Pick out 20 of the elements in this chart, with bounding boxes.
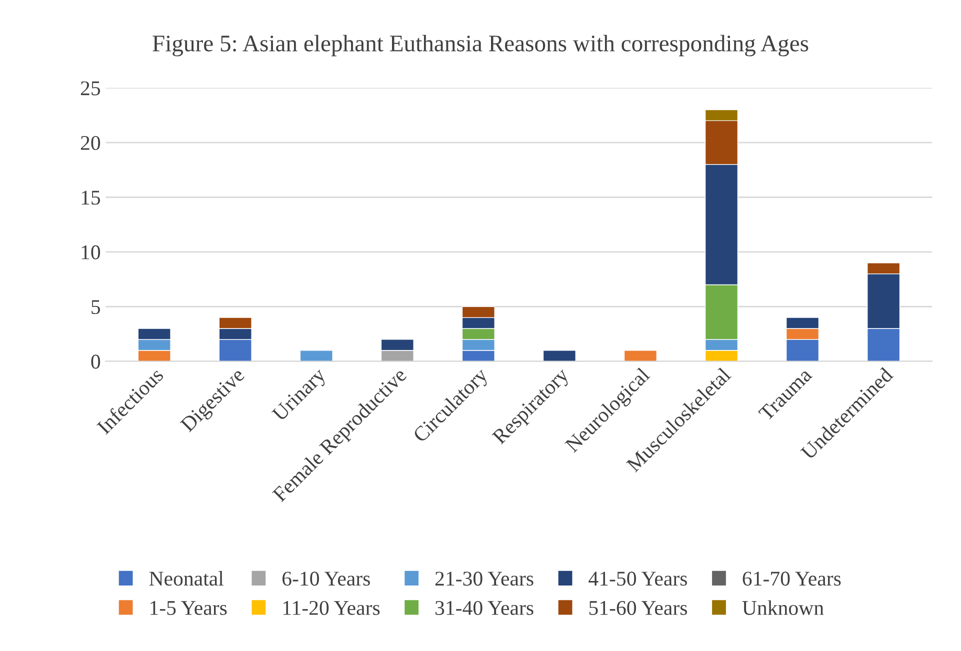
- y-tick-label: 10: [82, 245, 100, 260]
- legend-label: 1-5 Years: [150, 601, 227, 615]
- legend-label: 41-50 Years: [588, 572, 687, 586]
- bar: [300, 350, 333, 362]
- legend-label: Neonatal: [149, 571, 224, 586]
- y-tick-label: 0: [91, 354, 100, 369]
- y-tick-label: 25: [80, 81, 100, 96]
- legend-label: 31-40 Years: [436, 600, 534, 615]
- bar: [624, 350, 658, 362]
- bar: [542, 350, 576, 362]
- y-tick-label: 15: [82, 190, 100, 205]
- y-tick-label: 20: [80, 136, 100, 150]
- legend-label: 6-10 Years: [282, 572, 370, 586]
- chart-title: Figure 5: Asian elephant Euthansia Reasons with corresponding Ages: [152, 34, 808, 56]
- legend-label: 51-60 Years: [589, 600, 687, 615]
- legend-label: 11-20 Years: [283, 600, 380, 615]
- legend-label: 61-70 Years: [742, 572, 841, 586]
- legend-label: 21-30 Years: [435, 572, 534, 586]
- y-tick-label: 5: [92, 300, 100, 314]
- legend-label: Unknown: [742, 600, 824, 615]
